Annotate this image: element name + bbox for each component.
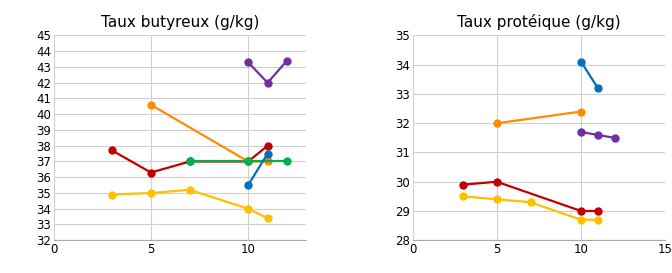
Title: Taux butyreux (g/kg): Taux butyreux (g/kg) xyxy=(101,15,259,30)
Title: Taux protéique (g/kg): Taux protéique (g/kg) xyxy=(457,14,621,30)
